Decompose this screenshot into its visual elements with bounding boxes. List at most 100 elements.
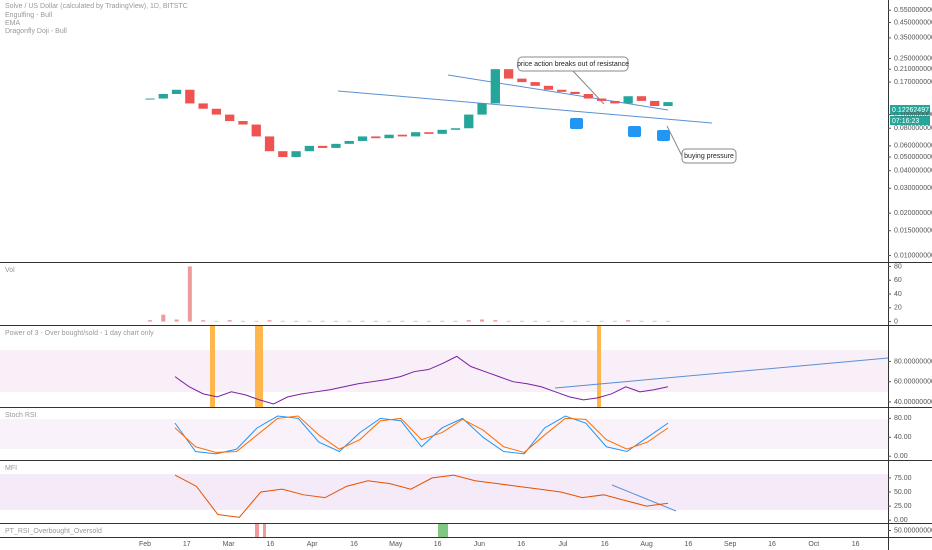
- volume-bar: [161, 314, 166, 322]
- candle: [145, 98, 155, 100]
- candle: [663, 102, 673, 107]
- x-tick-label: Feb: [139, 541, 151, 548]
- candle: [623, 96, 633, 104]
- candle: [198, 103, 208, 109]
- volume-bar: [201, 320, 206, 322]
- legend-item: EMA: [5, 20, 21, 27]
- candle: [331, 143, 341, 148]
- volume-bar: [148, 320, 152, 322]
- volume-bar: [387, 320, 392, 322]
- y-tick-label: 0.00: [894, 453, 908, 460]
- band: [0, 474, 888, 510]
- candle: [185, 89, 195, 104]
- x-tick-label: 16: [434, 541, 442, 548]
- volume-bar: [666, 320, 670, 322]
- volume-bar: [373, 320, 378, 322]
- candle: [384, 134, 394, 139]
- candle: [171, 89, 182, 94]
- volume-bar: [480, 319, 485, 322]
- x-tick-label: 16: [768, 541, 776, 548]
- volume-bar: [320, 320, 325, 322]
- x-tick-label: 16: [350, 541, 358, 548]
- x-tick-label: 16: [267, 541, 275, 548]
- x-tick-label: Jun: [474, 541, 485, 548]
- candle: [477, 103, 487, 115]
- candle: [278, 151, 288, 158]
- volume-bar: [652, 320, 657, 322]
- candle: [357, 136, 368, 141]
- candle: [596, 98, 607, 101]
- indicator-line: [174, 415, 669, 453]
- legend-item: Engulfing - Bull: [5, 12, 53, 19]
- y-tick-label: 40: [894, 291, 902, 298]
- candle: [490, 69, 500, 104]
- y-tick-label: 0.170000000: [894, 79, 932, 86]
- candle: [318, 145, 328, 148]
- indicator-line: [174, 415, 669, 455]
- volume-bar: [559, 320, 564, 322]
- volume-bar: [240, 320, 245, 322]
- volume-bar: [626, 320, 631, 322]
- volume-bar: [466, 320, 471, 322]
- symbol-title: Solve / US Dollar (calculated by Trading…: [5, 3, 188, 10]
- price-label: 0.12262497: [892, 107, 929, 114]
- pt-blocks: [255, 524, 448, 537]
- candle: [397, 134, 408, 137]
- candle: [158, 93, 168, 99]
- indicator-line: [174, 474, 669, 518]
- candle: [225, 114, 235, 122]
- volume-bar: [519, 320, 524, 322]
- y-tick-label: 60: [894, 277, 902, 284]
- volume-bar: [586, 320, 591, 322]
- indicator-line: [174, 355, 669, 405]
- x-tick-label: Sep: [724, 541, 737, 548]
- candle: [570, 91, 580, 94]
- callouts: [517, 56, 930, 164]
- volume-bar: [214, 320, 219, 322]
- pane-title: PT_RSI_Overbought_Oversold: [5, 528, 102, 535]
- y-tick-label: 25.00: [894, 503, 912, 510]
- candle: [238, 121, 248, 125]
- candle: [344, 140, 354, 144]
- volume-bar: [413, 320, 418, 322]
- y-tick-label: 0.010000000: [894, 252, 932, 259]
- candle: [636, 96, 647, 101]
- candle: [437, 129, 447, 134]
- y-tick-label: 0.060000000: [894, 143, 932, 150]
- candle: [517, 78, 527, 83]
- y-tick-label: 50.00: [894, 489, 912, 496]
- candle: [264, 136, 275, 152]
- volume-bar: [333, 320, 338, 322]
- candle: [610, 100, 620, 104]
- candle: [530, 82, 540, 86]
- y-tick-label: 0.100000000: [894, 111, 932, 118]
- candle: [304, 145, 315, 152]
- x-tick-label: 17: [183, 541, 191, 548]
- y-tick-label: 80.00: [894, 415, 912, 422]
- y-tick-label: 0.080000000: [894, 125, 932, 132]
- volume-bar: [174, 319, 179, 322]
- pane-title: Vol: [5, 267, 15, 274]
- candle: [543, 85, 554, 90]
- volume-bar: [254, 320, 259, 322]
- countdown: 07:16:23: [892, 118, 919, 125]
- candle: [650, 100, 660, 107]
- volume-bar: [440, 320, 445, 322]
- volume-bar: [599, 320, 604, 322]
- pane-title: Stoch RSI: [5, 412, 37, 419]
- candle: [371, 136, 381, 139]
- annotation: price action breaks out of resistance: [517, 61, 629, 68]
- volume-bar: [400, 320, 405, 322]
- x-tick-label: 16: [852, 541, 860, 548]
- candle: [503, 69, 514, 79]
- y-tick-label: 0.550000000: [894, 7, 932, 14]
- x-tick-label: 16: [517, 541, 525, 548]
- candle: [291, 151, 301, 158]
- y-tick-label: 0.050000000: [894, 154, 932, 161]
